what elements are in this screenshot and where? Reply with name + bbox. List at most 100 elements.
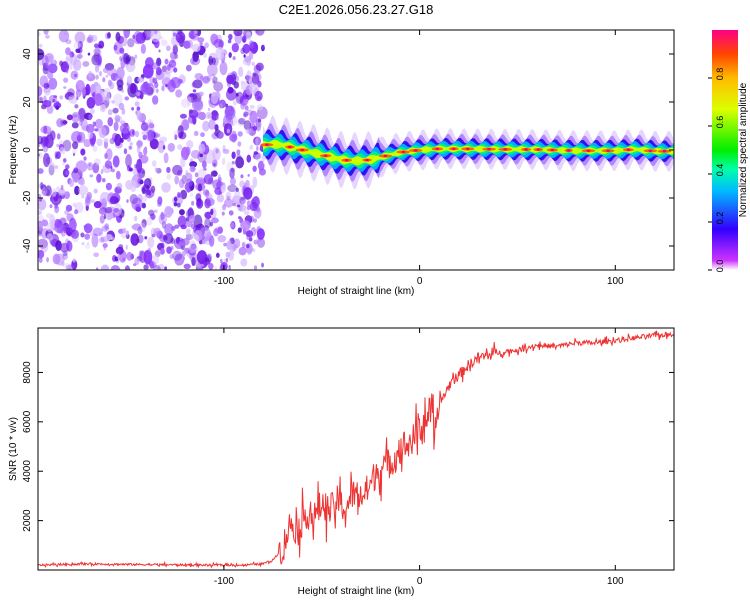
- noise-blob: [225, 191, 232, 201]
- noise-blob: [48, 164, 55, 176]
- ridge-peak-core: [365, 158, 369, 162]
- noise-blob: [177, 144, 183, 151]
- noise-blob: [181, 250, 187, 257]
- ridge-peak-core: [487, 147, 491, 151]
- noise-blob: [99, 104, 106, 113]
- noise-blob: [244, 105, 249, 111]
- noise-blob: [245, 242, 253, 254]
- noise-blob: [77, 40, 83, 50]
- ridge-peak-core: [536, 148, 541, 151]
- noise-blob: [66, 213, 74, 222]
- snr-xlabel: Height of straight line (km): [298, 586, 415, 597]
- noise-blob: [74, 209, 79, 215]
- noise-blob: [148, 209, 155, 216]
- noise-blob: [87, 34, 94, 44]
- noise-blob: [180, 119, 190, 131]
- noise-blob: [253, 239, 258, 245]
- noise-blob: [248, 126, 257, 136]
- noise-blob: [110, 168, 116, 173]
- noise-blob: [243, 187, 253, 200]
- noise-blob: [225, 257, 229, 263]
- noise-blob: [202, 75, 211, 84]
- snr-panel: -100 0 100 2000 4000 6000 8000 Height of stra…: [8, 327, 675, 597]
- noise-blob: [140, 122, 149, 132]
- noise-blob: [59, 242, 70, 253]
- colorbar-tick-label: 0.4: [715, 164, 725, 177]
- noise-blob: [62, 253, 68, 260]
- noise-blob: [136, 106, 141, 111]
- noise-blob: [137, 76, 145, 83]
- noise-blob: [243, 113, 247, 118]
- noise-blob: [257, 118, 262, 123]
- noise-blob: [229, 133, 238, 142]
- noise-blob: [48, 162, 56, 171]
- noise-blob: [173, 202, 178, 207]
- noise-blob: [49, 196, 53, 202]
- noise-blob: [143, 179, 150, 186]
- noise-blob: [98, 40, 105, 49]
- noise-blob: [116, 79, 124, 88]
- noise-blob: [237, 141, 242, 147]
- noise-blob: [69, 179, 75, 188]
- ridge-peak-core: [288, 145, 292, 149]
- x-tick-label: -100: [214, 576, 234, 587]
- noise-blob: [155, 167, 158, 173]
- noise-blob: [65, 204, 73, 212]
- noise-blob: [244, 210, 250, 216]
- y-tick-label: -40: [22, 238, 33, 253]
- noise-blob: [63, 191, 71, 199]
- ridge-peak-core: [586, 149, 591, 152]
- noise-blob: [232, 56, 236, 61]
- noise-blob: [185, 178, 193, 187]
- noise-blob: [148, 122, 155, 129]
- noise-blob: [105, 182, 112, 191]
- noise-blob: [215, 46, 225, 61]
- noise-blob: [71, 111, 80, 123]
- noise-blob: [202, 120, 210, 132]
- snr-y-axis: 2000 4000 6000 8000: [22, 361, 674, 532]
- noise-blob: [208, 107, 211, 112]
- noise-blob: [178, 178, 185, 189]
- noise-blob: [77, 53, 83, 59]
- noise-blob: [215, 148, 219, 154]
- noise-blob: [229, 222, 235, 229]
- noise-blob: [72, 59, 82, 71]
- noise-blob: [216, 115, 220, 121]
- noise-blob: [245, 179, 250, 189]
- noise-blob: [161, 242, 165, 248]
- noise-blob: [65, 56, 70, 62]
- colorbar-gradient: [712, 30, 738, 270]
- noise-blob: [223, 258, 226, 262]
- noise-blob: [178, 131, 187, 140]
- noise-blob: [217, 226, 224, 235]
- noise-blob: [129, 142, 133, 146]
- noise-blob: [191, 200, 195, 206]
- noise-blob: [85, 123, 95, 134]
- noise-blob: [255, 153, 264, 163]
- noise-blob: [83, 156, 87, 161]
- noise-blob: [86, 162, 94, 171]
- noise-blob: [245, 74, 250, 81]
- noise-blob: [38, 231, 43, 237]
- noise-blob: [74, 73, 77, 78]
- noise-blob: [69, 51, 75, 58]
- noise-blob: [236, 154, 242, 159]
- noise-blob: [38, 59, 44, 66]
- noise-blob: [172, 164, 183, 176]
- noise-blob: [198, 91, 204, 97]
- noise-blob: [95, 118, 103, 129]
- noise-blob: [199, 41, 203, 46]
- noise-blob: [212, 73, 215, 77]
- noise-blob: [121, 35, 128, 47]
- noise-blob: [47, 135, 53, 143]
- noise-blob: [74, 31, 86, 44]
- noise-blob: [188, 244, 198, 254]
- noise-blob: [40, 125, 52, 134]
- noise-blob: [233, 30, 243, 37]
- noise-blob: [160, 39, 168, 47]
- noise-blob: [41, 55, 49, 69]
- noise-blob: [79, 179, 85, 186]
- noise-blob: [256, 145, 259, 152]
- noise-blob: [72, 202, 77, 208]
- noise-blob: [227, 39, 232, 44]
